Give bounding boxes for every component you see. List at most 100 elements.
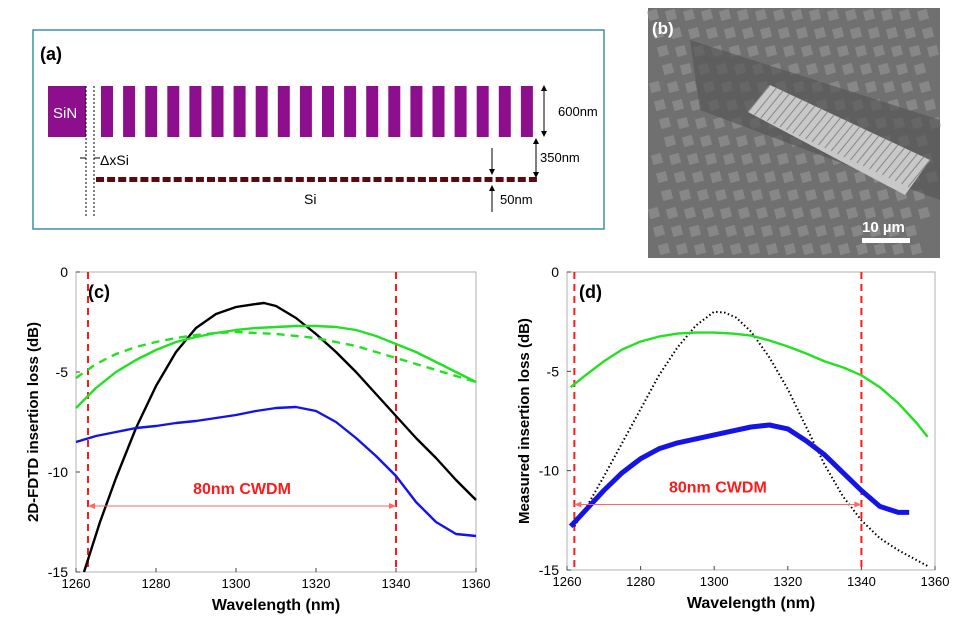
sem-pillar xyxy=(678,188,692,202)
si-segment xyxy=(184,177,193,182)
grating-bar xyxy=(233,86,246,137)
sem-pillar xyxy=(661,62,675,76)
sem-pillar xyxy=(819,242,833,256)
sem-grating-line xyxy=(869,141,892,170)
sem-pillar xyxy=(808,8,822,22)
sem-pillar xyxy=(673,170,687,184)
grating-bar xyxy=(145,86,158,137)
series-line xyxy=(82,301,477,573)
sem-pillar xyxy=(917,206,931,220)
sem-pillar xyxy=(904,224,918,238)
sem-pillar xyxy=(864,80,878,94)
sem-pillar xyxy=(891,242,905,256)
sem-pillar xyxy=(772,8,786,22)
sem-pillar xyxy=(886,224,900,238)
sem-pillar xyxy=(679,62,693,76)
x-tick-label: 1340 xyxy=(847,574,876,589)
sem-pillar xyxy=(885,26,899,40)
sem-grating-line xyxy=(843,129,867,158)
sem-pillar xyxy=(921,26,935,40)
y-tick-label: 0 xyxy=(551,264,559,280)
grating-bar xyxy=(476,86,489,137)
sem-grating-line xyxy=(901,156,924,185)
sem-pillar xyxy=(657,242,671,256)
sem-pillar xyxy=(750,188,764,202)
sem-pillar xyxy=(675,242,689,256)
sem-pillar xyxy=(845,206,859,220)
si-thickness-label: 50nm xyxy=(500,192,533,207)
sem-pillar xyxy=(882,80,896,94)
sem-pillar xyxy=(786,188,800,202)
si-segment xyxy=(306,177,315,182)
offset-label: ΔxSi xyxy=(100,152,129,168)
sem-grating-line xyxy=(862,138,886,167)
sem-pillar xyxy=(648,80,662,94)
sem-pillar xyxy=(674,44,688,58)
sem-pillar xyxy=(741,26,755,40)
grating-bar xyxy=(454,86,467,137)
sem-pillar xyxy=(709,170,723,184)
sem-pillar xyxy=(773,206,787,220)
grating-bar xyxy=(123,86,136,137)
sem-pillar xyxy=(835,170,849,184)
sem-pillar xyxy=(801,242,815,256)
sem-pillar xyxy=(693,242,707,256)
sem-grating-line xyxy=(792,105,816,134)
sem-pillar xyxy=(905,98,919,112)
sem-pillar xyxy=(651,26,665,40)
si-segment xyxy=(340,177,349,182)
sem-pillar xyxy=(908,44,922,58)
sem-pillar xyxy=(704,152,718,166)
sem-pillar xyxy=(714,188,728,202)
sem-pillar xyxy=(846,80,860,94)
si-segment xyxy=(207,177,215,182)
si-segment xyxy=(229,177,238,182)
sem-pillar xyxy=(758,152,772,166)
sem-pillar xyxy=(809,206,823,220)
sem-pillar xyxy=(691,170,705,184)
sem-pillar xyxy=(799,170,813,184)
sem-pillar xyxy=(776,152,790,166)
si-layer xyxy=(96,177,537,182)
y-tick-label: -10 xyxy=(48,464,68,480)
sem-pillar xyxy=(817,170,831,184)
sem-pillar xyxy=(671,98,685,112)
sem-grating-line xyxy=(773,96,796,125)
si-segment xyxy=(506,177,515,182)
sem-pillar xyxy=(663,134,677,148)
sem-pillar xyxy=(687,26,701,40)
x-tick-label: 1300 xyxy=(222,576,251,591)
si-segment xyxy=(351,177,360,182)
grating-bar xyxy=(299,86,312,137)
sem-pillar xyxy=(765,242,779,256)
scale-bar-label: 10 µm xyxy=(862,219,905,236)
si-segment xyxy=(107,177,116,182)
si-segment xyxy=(528,177,537,182)
sem-pillar xyxy=(783,242,797,256)
sem-grating-line xyxy=(760,90,784,119)
band-arrowhead xyxy=(854,501,862,508)
sem-pillar xyxy=(711,242,725,256)
series-line xyxy=(569,331,929,438)
grating-bar xyxy=(366,86,379,137)
x-tick-label: 1360 xyxy=(462,576,491,591)
series-line xyxy=(75,330,477,384)
grating-bar xyxy=(432,86,445,137)
si-segment xyxy=(140,177,149,182)
grating-bar xyxy=(101,86,113,137)
si-segment xyxy=(473,177,482,182)
sem-grating-line xyxy=(830,123,854,152)
sem-pillar xyxy=(754,8,768,22)
sem-pillar xyxy=(916,8,930,22)
sem-pillar xyxy=(763,170,777,184)
gap-dimension-label: 350nm xyxy=(540,150,580,165)
plot-frame xyxy=(75,271,477,573)
sem-pillar xyxy=(849,26,863,40)
sem-grating-line xyxy=(837,126,860,155)
grating-bar xyxy=(211,86,224,137)
panel-a-label: (a) xyxy=(40,44,62,64)
x-tick-label: 1320 xyxy=(773,574,802,589)
sem-pillar xyxy=(688,224,702,238)
sem-grating-line xyxy=(856,135,880,164)
